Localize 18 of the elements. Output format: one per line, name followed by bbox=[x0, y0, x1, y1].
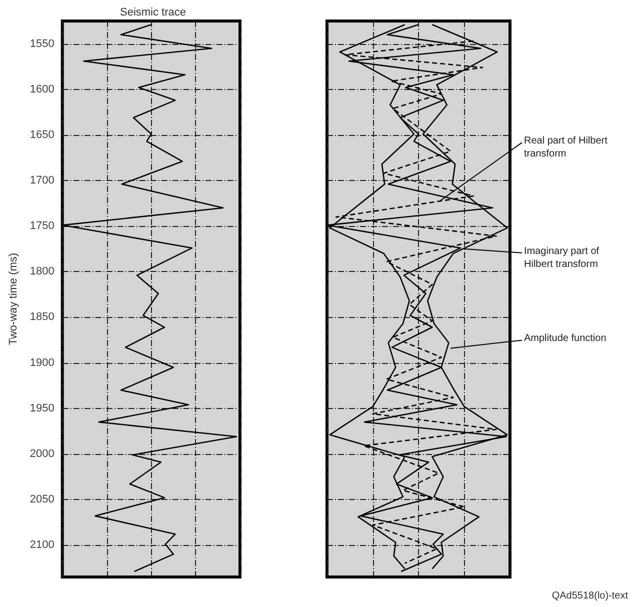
y-tick-label: 1900 bbox=[30, 356, 54, 369]
y-tick-label: 1850 bbox=[30, 311, 54, 324]
text: QAd5518(lo)-text bbox=[552, 590, 628, 602]
y-tick-label: 1600 bbox=[30, 83, 54, 96]
y-axis-title: Two-way time (ms) bbox=[8, 252, 20, 346]
y-tick-label: 2050 bbox=[30, 494, 54, 506]
y-tick-label: 1700 bbox=[30, 174, 54, 187]
chart-title: Seismic trace bbox=[120, 6, 186, 18]
y-tick-label: 1650 bbox=[30, 128, 54, 141]
y-tick-label: 1750 bbox=[30, 220, 54, 232]
annotation: Amplitude function bbox=[524, 333, 606, 344]
annotation: Imaginary part of Hilbert transform bbox=[524, 246, 602, 270]
y-tick-label: 1550 bbox=[30, 38, 54, 50]
annotation: Real part of Hilbert transform bbox=[524, 136, 610, 160]
y-tick-label: 1800 bbox=[30, 266, 54, 278]
y-tick-label: 2000 bbox=[30, 448, 54, 460]
y-tick-label: 1950 bbox=[30, 402, 54, 414]
y-tick-label: 2100 bbox=[30, 539, 54, 552]
